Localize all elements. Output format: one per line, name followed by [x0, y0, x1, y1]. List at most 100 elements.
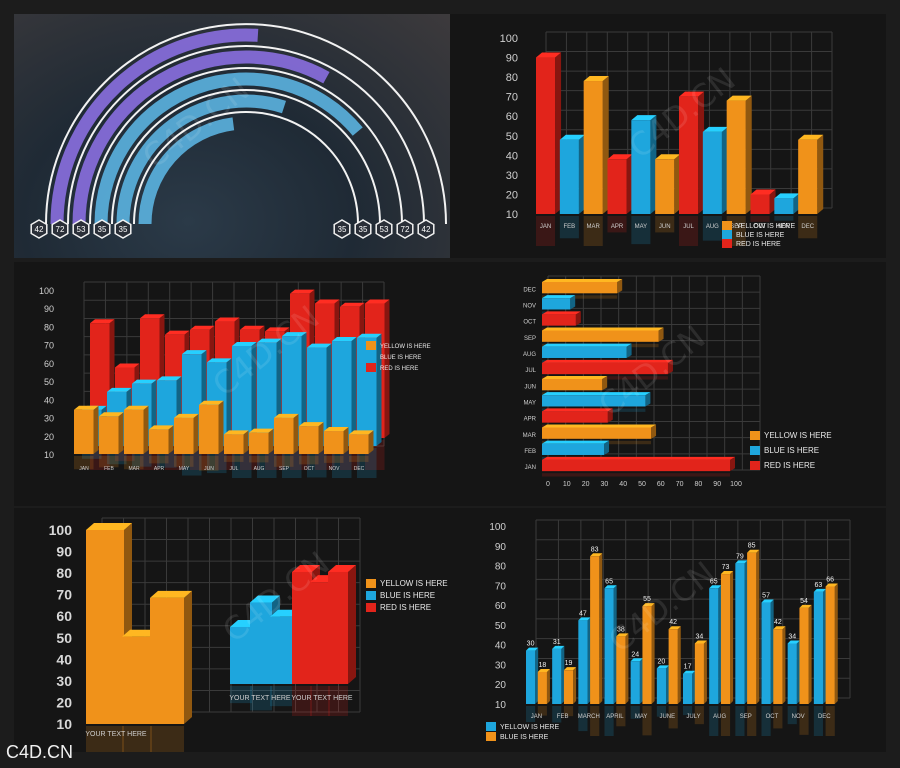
bar	[537, 668, 550, 716]
x-tick: 30	[601, 481, 609, 488]
legend-label: BLUE IS HERE	[380, 355, 421, 361]
x-tick: MAR	[587, 224, 601, 230]
x-tick: 40	[619, 481, 627, 488]
bar	[773, 626, 786, 729]
arc-bar	[116, 94, 287, 225]
left-value-badge	[72, 219, 90, 239]
x-tick: MARCH	[578, 714, 600, 720]
y-tick: 70	[495, 581, 507, 592]
x-tick: MAY	[179, 466, 190, 472]
y-tick: 80	[506, 72, 518, 84]
y-tick: 20	[44, 432, 54, 442]
left-value-value: 53	[77, 225, 86, 234]
data-label: 24	[631, 651, 639, 658]
y-tick: 80	[495, 562, 507, 573]
bar	[274, 413, 299, 467]
x-tick: DEC	[354, 466, 365, 472]
x-tick: 10	[563, 481, 571, 488]
legend-swatch	[750, 431, 760, 440]
y-tick: 30	[506, 170, 518, 182]
y-tick: AUG	[523, 352, 536, 358]
bar	[578, 617, 591, 732]
bar	[726, 95, 752, 246]
right-value-value: 53	[380, 225, 389, 234]
legend-label: YELLOW IS HERE	[500, 724, 559, 731]
right-value-badge	[417, 219, 435, 239]
y-tick: 30	[495, 660, 507, 671]
y-tick: DEC	[523, 287, 536, 293]
y-tick: 20	[506, 189, 518, 201]
legend-label: BLUE IS HERE	[500, 734, 549, 741]
legend-label: RED IS HERE	[380, 603, 431, 612]
x-tick: 70	[676, 481, 684, 488]
bar	[616, 633, 629, 727]
footer-watermark: C4D.CN	[6, 742, 74, 762]
y-tick: 90	[495, 542, 507, 553]
data-label: 66	[826, 577, 834, 584]
data-label: 63	[815, 582, 823, 589]
y-tick: 40	[495, 641, 507, 652]
legend-label: BLUE IS HERE	[380, 591, 435, 600]
x-tick: JAN	[79, 466, 89, 472]
y-tick: 80	[56, 565, 72, 581]
legend-swatch	[722, 230, 732, 239]
legend-label: YELLOW IS HERE	[764, 431, 832, 440]
bar	[694, 640, 707, 725]
bar	[642, 603, 655, 736]
bar	[631, 115, 657, 245]
y-tick: 60	[495, 601, 507, 612]
legend-swatch	[366, 579, 376, 588]
right-value-badge	[396, 219, 414, 239]
x-tick: APR	[154, 466, 165, 472]
legend-label: RED IS HERE	[764, 461, 815, 470]
y-tick: 10	[495, 700, 507, 711]
x-tick: DEC	[801, 224, 814, 230]
y-tick: 90	[44, 304, 54, 314]
bar	[750, 189, 776, 222]
x-tick: 100	[730, 481, 742, 488]
bar	[349, 430, 374, 462]
y-tick: 20	[56, 694, 72, 710]
y-tick: 10	[506, 209, 518, 221]
y-tick: 40	[506, 150, 518, 162]
legend-swatch	[486, 732, 496, 741]
bar	[774, 193, 800, 221]
stacked-depth-bar-chart: 10 20 30 40 50 60 70 80 90 100 JAN FEB MAR APR MAY JUN J…	[39, 281, 431, 478]
bar	[124, 405, 149, 470]
bar	[656, 665, 669, 717]
x-tick: 0	[546, 481, 550, 488]
x-tick: NOV	[777, 224, 790, 230]
monthly-bar-chart: 10 20 30 40 50 60 70 80 90 100 JAN FEB MAR APR MAY JUN J…	[500, 31, 833, 248]
x-tick: OCT	[766, 714, 779, 720]
x-tick: MAY	[635, 224, 648, 230]
legend-swatch	[366, 363, 376, 372]
left-value-badge	[114, 219, 132, 239]
x-tick: AUG	[706, 224, 719, 230]
y-tick: JUL	[525, 368, 536, 374]
legend-label: YELLOW IS HERE	[736, 223, 795, 230]
y-tick: MAY	[523, 400, 536, 406]
bar	[590, 553, 603, 736]
x-tick: SEP	[279, 466, 290, 472]
y-tick: 60	[44, 359, 54, 369]
x-tick: JUN	[659, 224, 671, 230]
data-label: 31	[553, 639, 561, 646]
x-tick: FEB	[104, 466, 114, 472]
y-tick: 40	[44, 395, 54, 405]
x-tick: JAN	[531, 714, 542, 720]
data-label: 55	[643, 596, 651, 603]
bar	[552, 645, 565, 723]
y-tick: 100	[39, 286, 54, 296]
data-label: 85	[748, 543, 756, 550]
data-label: 65	[710, 578, 718, 585]
data-label: 42	[774, 619, 782, 626]
data-label: 17	[684, 664, 692, 671]
bar	[563, 667, 577, 717]
y-tick: 100	[500, 33, 518, 45]
horizontal-bar-chart: DEC NOV OCT SEP AUG JUL JUN MAY APR MAR FEB JAN 0 10 2…	[523, 275, 832, 488]
legend-label: BLUE IS HERE	[736, 232, 785, 239]
paired-bar-chart: 10 20 30 40 50 60 70 80 90 100 30 18 JAN 31 19 FEB 47 83 M…	[486, 519, 851, 741]
legend-label: RED IS HERE	[380, 366, 418, 372]
bar	[224, 430, 249, 462]
legend-swatch	[366, 341, 376, 350]
